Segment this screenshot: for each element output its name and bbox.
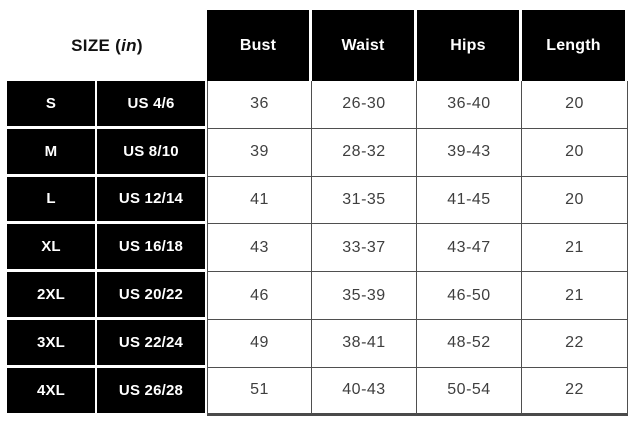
size-header-close: ) (136, 35, 143, 55)
us-size-cell: US 8/10 (97, 128, 207, 177)
hips-value: 36-40 (417, 81, 522, 129)
size-unit-text: in (121, 35, 137, 55)
hips-value: 48-52 (417, 319, 522, 368)
size-unit-header: SIZE (in) (7, 10, 207, 81)
waist-value: 33-37 (312, 224, 417, 273)
length-value: 21 (522, 224, 628, 273)
hips-value: 39-43 (417, 128, 522, 177)
waist-value: 26-30 (312, 81, 417, 129)
bust-value: 49 (207, 319, 312, 368)
hips-value: 43-47 (417, 224, 522, 273)
us-size-cell: US 22/24 (97, 319, 207, 368)
length-value: 20 (522, 176, 628, 225)
size-cell: L (7, 176, 97, 225)
bust-value: 46 (207, 272, 312, 320)
size-chart-table: SIZE (in) Bust Waist Hips Length S US 4/… (7, 10, 628, 416)
size-cell: M (7, 128, 97, 177)
size-cell: 2XL (7, 272, 97, 320)
waist-value: 28-32 (312, 128, 417, 177)
waist-value: 40-43 (312, 367, 417, 416)
hips-value: 46-50 (417, 272, 522, 320)
size-header-label: SIZE ( (71, 35, 122, 55)
column-header-waist: Waist (312, 10, 417, 81)
length-value: 22 (522, 367, 628, 416)
us-size-cell: US 16/18 (97, 224, 207, 273)
size-cell: 4XL (7, 367, 97, 416)
bust-value: 41 (207, 176, 312, 225)
us-size-cell: US 20/22 (97, 272, 207, 320)
bust-value: 51 (207, 367, 312, 416)
size-cell: S (7, 81, 97, 129)
length-value: 20 (522, 128, 628, 177)
us-size-cell: US 4/6 (97, 81, 207, 129)
column-header-bust: Bust (207, 10, 312, 81)
length-value: 22 (522, 319, 628, 368)
hips-value: 50-54 (417, 367, 522, 416)
waist-value: 31-35 (312, 176, 417, 225)
bust-value: 43 (207, 224, 312, 273)
column-header-hips: Hips (417, 10, 522, 81)
us-size-cell: US 26/28 (97, 367, 207, 416)
hips-value: 41-45 (417, 176, 522, 225)
bust-value: 39 (207, 128, 312, 177)
column-header-length: Length (522, 10, 628, 81)
size-cell: 3XL (7, 319, 97, 368)
bust-value: 36 (207, 81, 312, 129)
size-cell: XL (7, 224, 97, 273)
length-value: 20 (522, 81, 628, 129)
waist-value: 38-41 (312, 319, 417, 368)
waist-value: 35-39 (312, 272, 417, 320)
us-size-cell: US 12/14 (97, 176, 207, 225)
length-value: 21 (522, 272, 628, 320)
